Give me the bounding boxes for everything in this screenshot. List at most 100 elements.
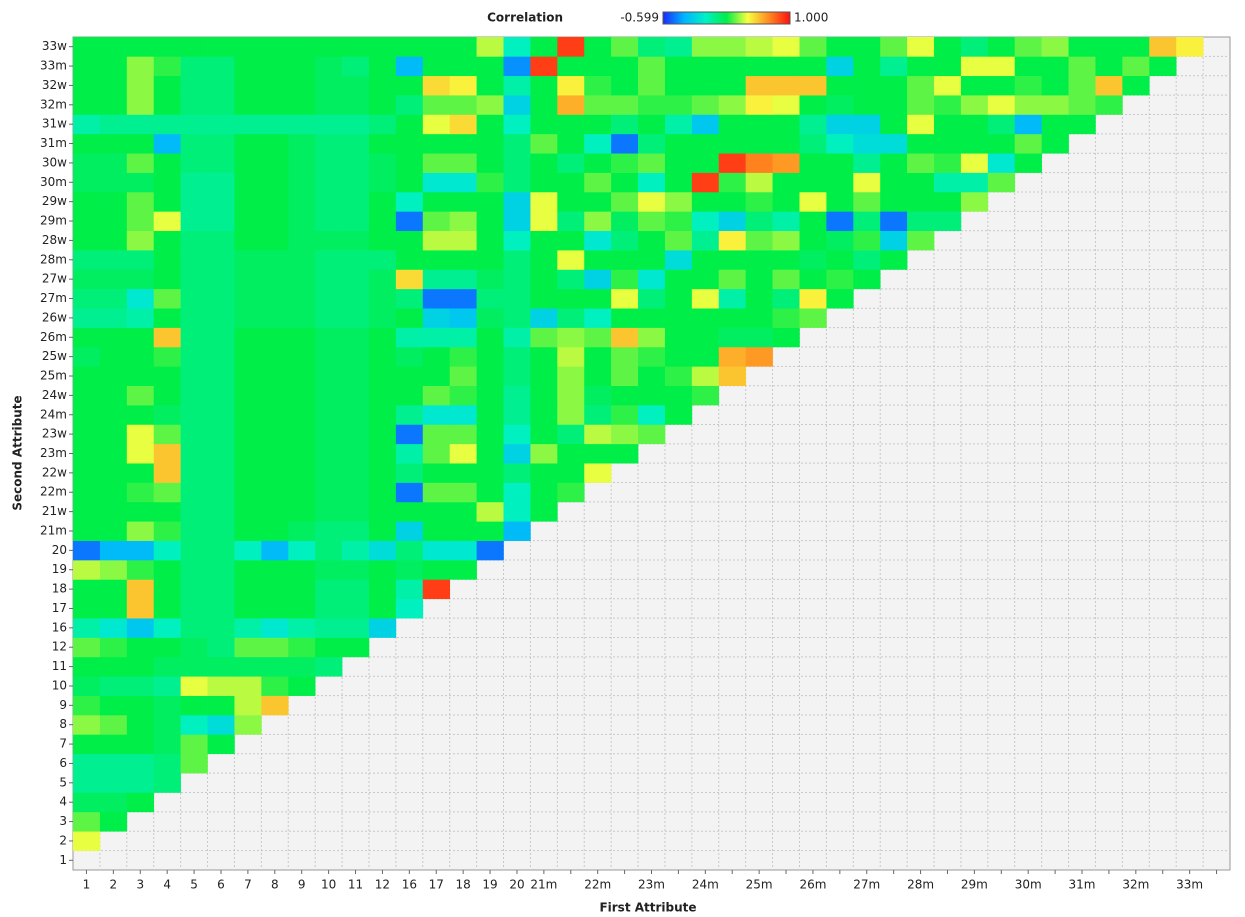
heat-cell: [530, 443, 558, 464]
heat-cell: [315, 637, 343, 658]
heat-cell: [611, 75, 639, 96]
heat-cell: [691, 288, 720, 309]
heat-cell: [207, 501, 235, 522]
heat-cell: [638, 269, 666, 290]
y-tick-label: 19: [52, 562, 67, 576]
heat-cell: [907, 75, 935, 96]
heat-cell: [315, 385, 343, 406]
heat-cell: [772, 133, 800, 154]
heat-cell: [234, 579, 262, 600]
heat-cell: [1014, 114, 1042, 135]
heat-cell: [638, 366, 666, 386]
x-tick-label: 31m: [1069, 878, 1096, 892]
heat-cell: [449, 191, 477, 212]
heat-cell: [126, 598, 155, 619]
heat-cell: [207, 230, 235, 251]
heat-cell: [99, 230, 128, 251]
heat-cell: [207, 153, 235, 173]
heat-cell: [153, 579, 181, 600]
heat-cell: [718, 114, 746, 135]
heat-cell: [907, 37, 935, 57]
heat-cell: [476, 501, 504, 522]
heat-cell: [584, 133, 612, 154]
heat-cell: [557, 366, 585, 386]
colorbar-tick-label: 1.000: [794, 11, 828, 25]
heat-cell: [368, 560, 397, 580]
heat-cell: [342, 133, 370, 154]
heat-cell: [153, 385, 181, 406]
heat-cell: [691, 172, 720, 193]
x-tick-label: 32m: [1122, 878, 1149, 892]
heat-cell: [584, 95, 612, 115]
heat-cell: [880, 114, 908, 135]
heat-cell: [476, 133, 504, 154]
heat-cell: [342, 385, 370, 406]
heat-cell: [234, 443, 262, 464]
heat-cell: [261, 695, 289, 716]
heat-cell: [476, 250, 504, 270]
heat-cell: [530, 346, 558, 367]
heat-cell: [395, 230, 424, 251]
heat-cell: [664, 366, 693, 386]
heat-cell: [153, 95, 181, 115]
heat-cell: [476, 153, 504, 173]
heat-cell: [73, 521, 101, 541]
heat-cell: [1149, 37, 1177, 57]
heat-cell: [638, 385, 666, 406]
heat-cell: [638, 37, 666, 57]
heat-cell: [449, 37, 477, 57]
heat-cell: [395, 405, 424, 425]
heat-cell: [153, 172, 181, 193]
x-tick-label: 8: [271, 878, 279, 892]
heat-cell: [449, 424, 477, 445]
heat-cell: [180, 95, 208, 115]
heat-cell: [207, 269, 235, 290]
y-tick-label: 32m: [40, 97, 67, 111]
heat-cell: [745, 75, 773, 96]
heat-cell: [153, 695, 181, 716]
heat-cell: [180, 424, 208, 445]
heat-cell: [584, 114, 612, 135]
heat-cell: [99, 172, 128, 193]
heat-cell: [288, 540, 316, 561]
heat-cell: [611, 191, 639, 212]
x-tick-label: 29m: [961, 878, 988, 892]
heat-cell: [960, 56, 989, 77]
heat-cell: [207, 676, 235, 696]
heat-cell: [664, 172, 693, 193]
heat-cell: [315, 230, 343, 251]
heat-cell: [960, 75, 989, 96]
heat-cell: [503, 463, 531, 483]
heat-cell: [342, 579, 370, 600]
heat-cell: [73, 792, 101, 813]
heat-cell: [530, 114, 558, 135]
heat-cell: [584, 37, 612, 57]
heat-cell: [745, 230, 773, 251]
heat-cell: [207, 618, 235, 638]
heat-cell: [691, 269, 720, 290]
heat-cell: [368, 75, 397, 96]
heat-cell: [934, 75, 962, 96]
heat-cell: [368, 269, 397, 290]
heat-cell: [907, 95, 935, 115]
heat-cell: [207, 598, 235, 619]
heat-cell: [99, 405, 128, 425]
y-tick-label: 22m: [40, 485, 67, 499]
heat-cell: [664, 153, 693, 173]
heat-cell: [718, 250, 746, 270]
heat-cell: [153, 521, 181, 541]
heat-cell: [987, 172, 1016, 193]
heat-cell: [368, 482, 397, 503]
heat-cell: [368, 327, 397, 348]
heat-cell: [126, 424, 155, 445]
heat-cell: [422, 153, 450, 173]
heat-cell: [422, 424, 450, 445]
heat-cell: [342, 482, 370, 503]
heat-cell: [126, 501, 155, 522]
heat-cell: [987, 153, 1016, 173]
heat-cell: [503, 250, 531, 270]
heat-cell: [476, 230, 504, 251]
heat-cell: [234, 405, 262, 425]
heat-cell: [342, 463, 370, 483]
heat-cell: [99, 792, 128, 813]
